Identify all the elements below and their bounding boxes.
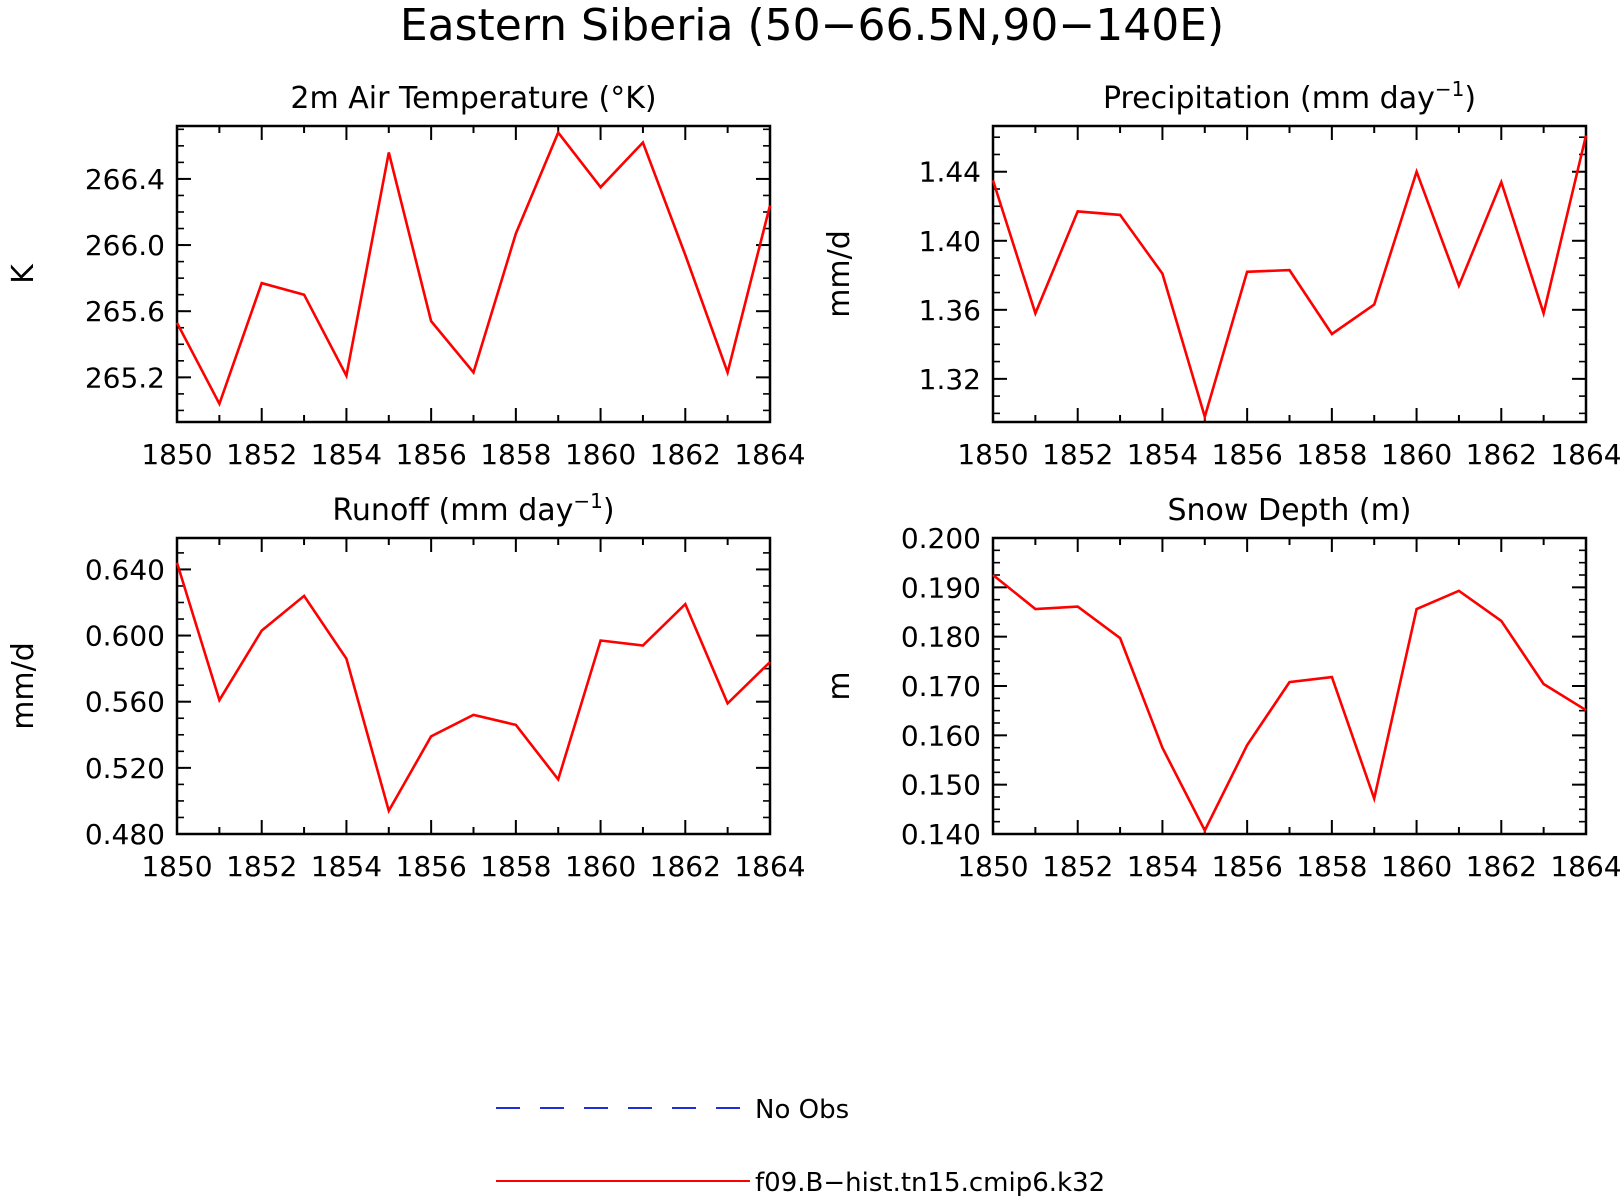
x-tick-label: 1864: [734, 850, 805, 883]
y-axis-label: mm/d: [822, 230, 857, 318]
y-tick-label: 266.4: [85, 163, 165, 196]
y-tick-label: 1.40: [919, 225, 981, 258]
x-tick-label: 1856: [1212, 438, 1283, 471]
panel-title-suffix: ): [603, 493, 615, 528]
y-axis-label: m: [822, 671, 857, 700]
y-tick-label: 0.520: [85, 752, 165, 785]
plot-frame: [175, 536, 772, 836]
y-tick-label: 0.170: [901, 670, 981, 703]
legend-label-2: f09.B−hist.tn15.cmip6.k32: [755, 1168, 1105, 1196]
panel-title: Runoff (mm day−1): [332, 489, 614, 528]
panel-title-main: Runoff (mm day: [332, 493, 573, 528]
y-tick-label: 0.150: [901, 769, 981, 802]
y-tick-label: 0.180: [901, 621, 981, 654]
plot-frame: [991, 536, 1588, 836]
y-axis-label: K: [6, 263, 41, 284]
x-tick-label: 1852: [226, 438, 297, 471]
legend-label-1: No Obs: [755, 1095, 849, 1125]
panel-title-superscript: −1: [1435, 77, 1464, 101]
y-tick-label: 0.480: [85, 818, 165, 851]
y-tick-label: 0.200: [901, 522, 981, 555]
x-tick-label: 1854: [1127, 850, 1198, 883]
x-tick-label: 1852: [1042, 438, 1113, 471]
panels: 2m Air Temperature (°K) K 1850 1852 1854 1856…: [6, 77, 1622, 883]
y-tick-label: 0.560: [85, 686, 165, 719]
series-line: [992, 573, 1587, 834]
x-tick-label: 1858: [1296, 438, 1367, 471]
x-tick-label: 1864: [1550, 438, 1621, 471]
y-tick-label: 265.6: [85, 295, 165, 328]
panel-title: Snow Depth (m): [1167, 493, 1411, 528]
x-tick-label: 1856: [396, 850, 467, 883]
x-tick-label: 1854: [311, 850, 382, 883]
x-tick-label: 1850: [141, 850, 212, 883]
x-tick-label: 1862: [650, 438, 721, 471]
y-axis-label: mm/d: [6, 642, 41, 730]
y-tick-label: 1.44: [919, 156, 981, 189]
x-tick-label: 1856: [1212, 850, 1283, 883]
legend: No Obs f09.B−hist.tn15.cmip6.k32: [496, 1095, 1105, 1196]
x-tick-label: 1862: [1466, 438, 1537, 471]
panel-title-main: Snow Depth (m): [1167, 493, 1411, 528]
x-tick-label: 1852: [1042, 850, 1113, 883]
x-tick-label: 1850: [141, 438, 212, 471]
x-tick-label: 1858: [480, 850, 551, 883]
panel-title: Precipitation (mm day−1): [1103, 77, 1476, 116]
y-tick-label: 265.2: [85, 361, 165, 394]
x-tick-label: 1860: [565, 438, 636, 471]
x-tick-label: 1854: [1127, 438, 1198, 471]
x-tick-label: 1860: [1381, 850, 1452, 883]
y-tick-label: 1.36: [919, 294, 981, 327]
plot-frame: [175, 124, 772, 424]
y-tick-label: 0.640: [85, 553, 165, 586]
panel-title-suffix: ): [1464, 81, 1476, 116]
chart-panel-2: Precipitation (mm day−1) mm/d 1850 1852 1854…: [822, 77, 1622, 471]
y-tick-label: 0.160: [901, 719, 981, 752]
panel-title-main: 2m Air Temperature (°K): [290, 81, 656, 116]
x-tick-label: 1860: [1381, 438, 1452, 471]
plot-frame: [991, 124, 1588, 424]
x-tick-label: 1854: [311, 438, 382, 471]
y-tick-label: 0.190: [901, 571, 981, 604]
x-tick-label: 1864: [734, 438, 805, 471]
series-line: [175, 562, 771, 815]
panel-title-superscript: −1: [573, 489, 602, 513]
chart-panel-4: Snow Depth (m) m 1850 1852 1854 1856 1858 1860 1…: [822, 493, 1622, 883]
x-tick-label: 1850: [957, 438, 1028, 471]
series-line: [991, 135, 1588, 422]
series-line: [175, 130, 772, 408]
panel-title: 2m Air Temperature (°K): [290, 81, 656, 116]
x-tick-label: 1862: [1466, 850, 1537, 883]
chart-panel-1: 2m Air Temperature (°K) K 1850 1852 1854 1856…: [6, 81, 806, 471]
y-tick-label: 0.600: [85, 620, 165, 653]
x-tick-label: 1852: [226, 850, 297, 883]
chart-panel-3: Runoff (mm day−1) mm/d 1850 1852 1854 1856 185…: [6, 489, 806, 883]
x-tick-label: 1862: [650, 850, 721, 883]
x-tick-label: 1864: [1550, 850, 1621, 883]
x-tick-label: 1858: [1296, 850, 1367, 883]
y-tick-label: 266.0: [85, 229, 165, 262]
figure-title: Eastern Siberia (50−66.5N,90−140E): [400, 0, 1224, 51]
y-tick-label: 0.140: [901, 818, 981, 851]
x-tick-label: 1858: [480, 438, 551, 471]
x-tick-label: 1860: [565, 850, 636, 883]
y-tick-label: 1.32: [919, 363, 981, 396]
x-tick-label: 1856: [396, 438, 467, 471]
x-tick-label: 1850: [957, 850, 1028, 883]
panel-title-main: Precipitation (mm day: [1103, 81, 1435, 116]
